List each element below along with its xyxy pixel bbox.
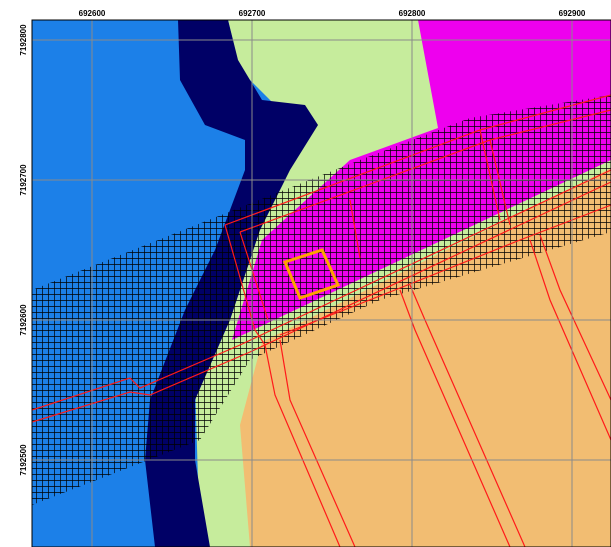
map-content: [32, 20, 611, 547]
y-tick-label: 7192500: [19, 444, 28, 476]
highlight-parcel: [282, 248, 341, 300]
grid: [32, 20, 611, 547]
y-tick-label: 7192600: [19, 304, 28, 336]
x-tick-label: 692900: [559, 9, 586, 18]
x-tick-label: 692600: [79, 9, 106, 18]
y-tick-label: 7192800: [19, 24, 28, 56]
tick-labels: 692600 692700 692800 692900 7192800 7192700 71…: [19, 9, 586, 476]
tan-zone: [240, 168, 611, 547]
hatched-area: [32, 95, 611, 505]
x-tick-label: 692700: [239, 9, 266, 18]
map-frame: [31, 19, 611, 547]
parcel-lines: [32, 94, 611, 547]
x-tick-label: 692800: [399, 9, 426, 18]
y-tick-label: 7192700: [19, 164, 28, 196]
